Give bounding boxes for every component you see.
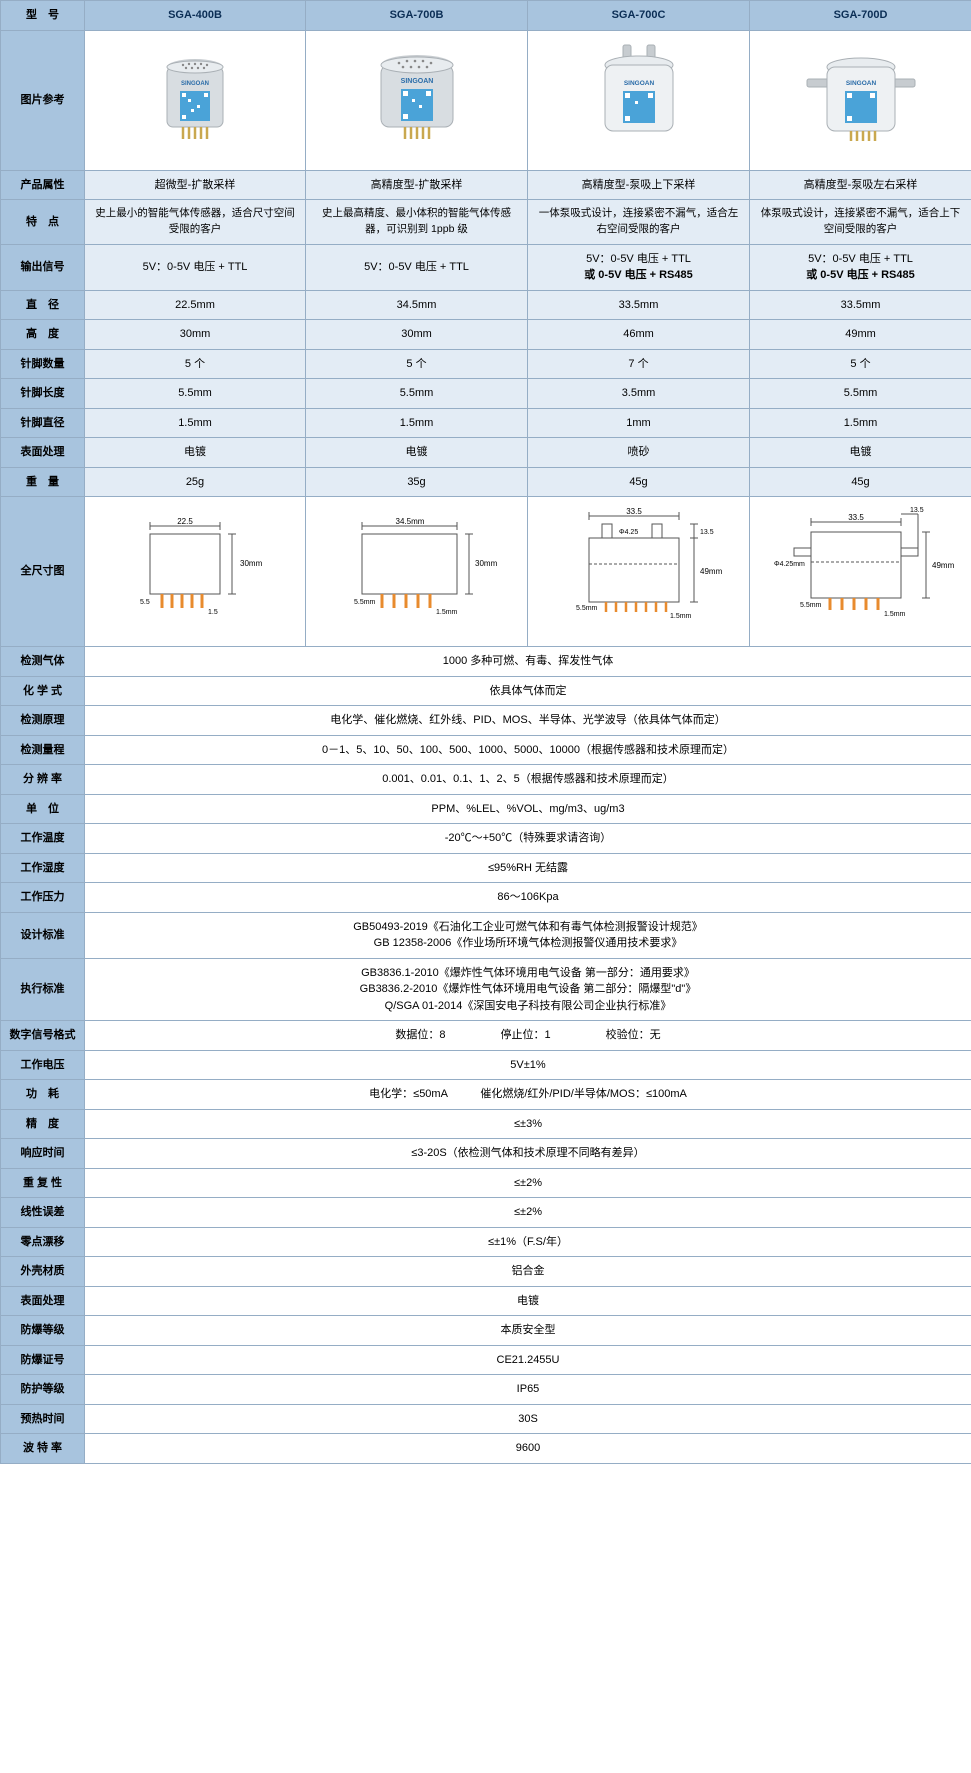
row-unit: 单 位PPM、%LEL、%VOL、mg/m3、ug/m3: [1, 794, 971, 824]
exec-std-cell: GB3836.1-2010《爆炸性气体环境用电气设备 第一部分：通用要求》 GB…: [85, 958, 971, 1021]
label-image: 图片参考: [1, 30, 85, 170]
output-3: 5V：0-5V 电压 + TTL或 0-5V 电压 + RS485: [750, 244, 971, 290]
dim-3: 33.5 13.5 Φ4.25mm 49mm 5.5mm 1.5mm: [750, 497, 971, 647]
sensor-icon-700b: SINGOAN: [357, 37, 477, 157]
row-fulldim: 全尺寸图 22.5 30mm 5.5 1.5: [1, 497, 971, 647]
dim-1: 34.5mm 30mm 5.5mm 1.5mm: [306, 497, 528, 647]
row-height: 高 度 30mm30mm46mm49mm: [1, 320, 971, 350]
row-diameter: 直 径 22.5mm34.5mm33.5mm33.5mm: [1, 290, 971, 320]
svg-text:1.5mm: 1.5mm: [884, 611, 906, 618]
row-zerodrift: 零点漂移≤±1%（F.S/年）: [1, 1227, 971, 1257]
label-model: 型 号: [1, 1, 85, 31]
svg-text:30mm: 30mm: [240, 559, 263, 568]
row-range: 检测量程0－1、5、10、50、100、500、1000、5000、10000（…: [1, 735, 971, 765]
row-workpress: 工作压力86～106Kpa: [1, 883, 971, 913]
model-1: SGA-700B: [306, 1, 528, 31]
model-3: SGA-700D: [750, 1, 971, 31]
img-0: SINGOAN: [85, 30, 306, 170]
sensor-icon-400b: SINGOAN: [135, 37, 255, 157]
row-model: 型 号 SGA-400B SGA-700B SGA-700C SGA-700D: [1, 1, 971, 31]
sensor-icon-700c: SINGOAN: [579, 37, 699, 157]
row-weight: 重 量 25g35g45g45g: [1, 467, 971, 497]
dim-diagram-1: 34.5mm 30mm 5.5mm 1.5mm: [322, 504, 512, 634]
row-pindia: 针脚直径 1.5mm1.5mm1mm1.5mm: [1, 408, 971, 438]
img-2: SINGOAN: [528, 30, 750, 170]
row-feature: 特 点 史上最小的智能气体传感器，适合尺寸空间受限的客户史上最高精度、最小体积的…: [1, 200, 971, 245]
dim-0: 22.5 30mm 5.5 1.5: [85, 497, 306, 647]
row-resolution: 分 辨 率0.001、0.01、0.1、1、2、5（根据传感器和技术原理而定）: [1, 765, 971, 795]
svg-text:13.5: 13.5: [910, 507, 924, 514]
row-execstd: 执行标准GB3836.1-2010《爆炸性气体环境用电气设备 第一部分：通用要求…: [1, 958, 971, 1021]
svg-text:1.5mm: 1.5mm: [670, 613, 692, 620]
svg-text:5.5mm: 5.5mm: [354, 599, 376, 606]
svg-text:Φ4.25mm: Φ4.25mm: [774, 561, 805, 568]
row-power: 功 耗电化学：≤50mA 催化燃烧/红外/PID/半导体/MOS：≤100mA: [1, 1080, 971, 1110]
svg-text:SINGOAN: SINGOAN: [181, 81, 209, 87]
row-workvolt: 工作电压5V±1%: [1, 1050, 971, 1080]
img-3: SINGOAN: [750, 30, 971, 170]
model-0: SGA-400B: [85, 1, 306, 31]
row-surface: 表面处理 电镀电镀喷砂电镀: [1, 438, 971, 468]
dim-diagram-2: 33.5 Φ4.25 13.5 49mm 5.5mm 1.5mm: [544, 504, 734, 634]
row-detgas: 检测气体1000 多种可燃、有毒、挥发性气体: [1, 647, 971, 677]
output-2: 5V：0-5V 电压 + TTL或 0-5V 电压 + RS485: [528, 244, 750, 290]
row-exproofgrade: 防爆等级本质安全型: [1, 1316, 971, 1346]
row-pincount: 针脚数量 5 个5 个7 个5 个: [1, 349, 971, 379]
design-std-cell: GB50493-2019《石油化工企业可燃气体和有毒气体检测报警设计规范》 GB…: [85, 912, 971, 958]
dim-diagram-0: 22.5 30mm 5.5 1.5: [100, 504, 290, 634]
model-2: SGA-700C: [528, 1, 750, 31]
svg-text:5.5mm: 5.5mm: [800, 602, 822, 609]
svg-text:33.5: 33.5: [626, 507, 642, 516]
row-shell: 外壳材质铝合金: [1, 1257, 971, 1287]
row-repeat: 重 复 性≤±2%: [1, 1168, 971, 1198]
row-response: 响应时间≤3-20S（依检测气体和技术原理不同略有差异）: [1, 1139, 971, 1169]
row-attr: 产品属性 超微型-扩散采样高精度型-扩散采样高精度型-泵吸上下采样高精度型-泵吸…: [1, 170, 971, 200]
svg-text:33.5: 33.5: [848, 513, 864, 522]
svg-text:49mm: 49mm: [932, 561, 955, 570]
row-warmup: 预热时间30S: [1, 1404, 971, 1434]
row-pinlen: 针脚长度 5.5mm5.5mm3.5mm5.5mm: [1, 379, 971, 409]
row-worktemp: 工作温度-20℃～+50℃（特殊要求请咨询）: [1, 824, 971, 854]
svg-text:SINGOAN: SINGOAN: [400, 78, 433, 85]
row-principle: 检测原理电化学、催化燃烧、红外线、PID、MOS、半导体、光学波导（依具体气体而…: [1, 706, 971, 736]
svg-text:22.5: 22.5: [177, 517, 193, 526]
row-workhum: 工作湿度≤95%RH 无结露: [1, 853, 971, 883]
spec-table: 型 号 SGA-400B SGA-700B SGA-700C SGA-700D …: [0, 0, 971, 1464]
row-ipgrade: 防护等级IP65: [1, 1375, 971, 1405]
svg-text:5.5: 5.5: [140, 599, 150, 606]
svg-text:5.5mm: 5.5mm: [576, 605, 598, 612]
svg-text:SINGOAN: SINGOAN: [623, 80, 654, 87]
row-output: 输出信号 5V：0-5V 电压 + TTL 5V：0-5V 电压 + TTL 5…: [1, 244, 971, 290]
dim-2: 33.5 Φ4.25 13.5 49mm 5.5mm 1.5mm: [528, 497, 750, 647]
row-designstd: 设计标准GB50493-2019《石油化工企业可燃气体和有毒气体检测报警设计规范…: [1, 912, 971, 958]
svg-text:1.5: 1.5: [208, 609, 218, 616]
row-linearity: 线性误差≤±2%: [1, 1198, 971, 1228]
svg-text:30mm: 30mm: [475, 559, 498, 568]
svg-text:49mm: 49mm: [700, 567, 723, 576]
row-exproofcert: 防爆证号CE21.2455U: [1, 1345, 971, 1375]
row-chem: 化 学 式依具体气体而定: [1, 676, 971, 706]
row-digitalfmt: 数字信号格式数据位：8 停止位：1 校验位：无: [1, 1021, 971, 1051]
svg-text:34.5mm: 34.5mm: [395, 517, 424, 526]
sensor-icon-700d: SINGOAN: [801, 37, 921, 157]
img-1: SINGOAN: [306, 30, 528, 170]
dim-diagram-3: 33.5 13.5 Φ4.25mm 49mm 5.5mm 1.5mm: [766, 504, 956, 634]
svg-text:13.5: 13.5: [700, 529, 714, 536]
row-accuracy: 精 度≤±3%: [1, 1109, 971, 1139]
svg-text:Φ4.25: Φ4.25: [619, 529, 638, 536]
row-baud: 波 特 率9600: [1, 1434, 971, 1464]
svg-text:SINGOAN: SINGOAN: [845, 80, 876, 87]
row-image: 图片参考 SINGOAN SINGOAN: [1, 30, 971, 170]
svg-text:1.5mm: 1.5mm: [436, 609, 458, 616]
row-surface2: 表面处理电镀: [1, 1286, 971, 1316]
